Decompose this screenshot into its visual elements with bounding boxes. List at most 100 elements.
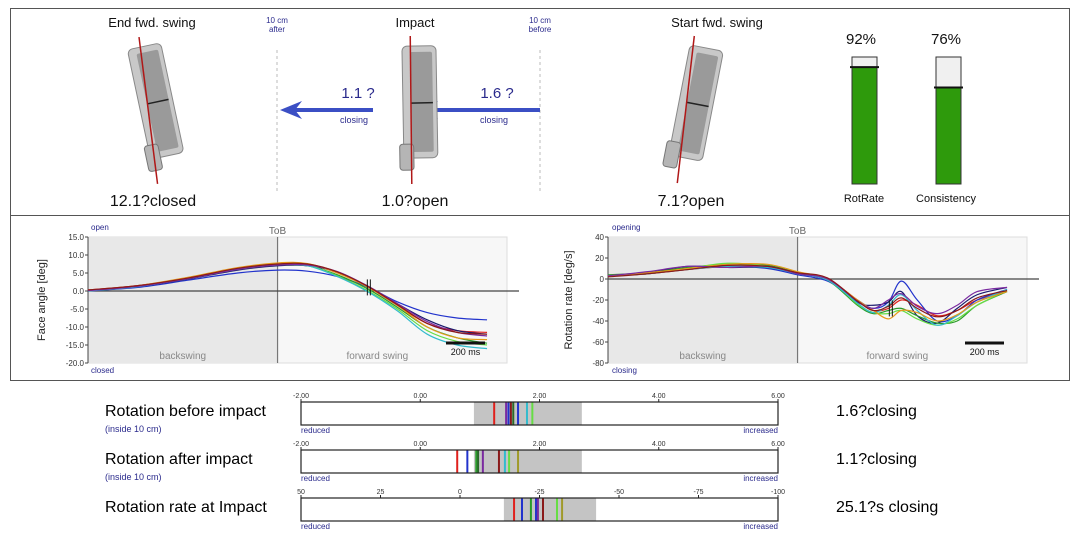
arrow-after-label: closing [339,115,369,125]
strip-right-note: increased [743,426,778,435]
series-line [87,269,488,321]
strip-tick-label: 2.00 [533,441,547,448]
marker-after-label: 10 cm after [266,16,288,34]
position-value-end: 12.1?closed [109,193,197,210]
y-tick-label: 5.0 [73,269,85,278]
y-tick-label: 10.0 [68,251,84,260]
strip-plot-2: 50 25 0 -25 -50 -75 -100 reduced increased [297,489,785,531]
strip-normal-band [473,450,582,473]
top-graphics [127,35,963,192]
position-title-impact: Impact [395,15,435,30]
marker-before-label: 10 cm before [528,16,552,34]
strip-right-note: increased [743,522,778,531]
strip-tick-label: 50 [297,489,305,496]
backswing-label: backswing [679,351,726,362]
strip-tick-label: 6.00 [771,441,785,448]
scale-bar-label: 200 ms [970,347,1000,357]
strip-tick-label: -50 [614,489,624,496]
y-tick-label: 0 [600,275,605,284]
y-tick-label: 20 [595,254,604,263]
arrow-before-value: 1.6 ? [480,85,514,102]
putter-head-icon [662,35,724,184]
line-chart-1: ToB 40 20 0 -20 -40 -60 -80 Rotation rate [deg/s… [563,223,1039,375]
y-tick-label: 15.0 [68,233,84,242]
score-label-consistency: Consistency [916,193,976,205]
tob-label: ToB [789,226,807,237]
tob-label: ToB [269,226,287,237]
y-tick-label: -5.0 [70,305,84,314]
y-tick-label: 40 [595,233,604,242]
y-tick-label: -60 [592,338,604,347]
backswing-label: backswing [159,351,206,362]
strip-left-note: reduced [301,522,330,531]
strip-tick-label: 0 [458,489,462,496]
strip-tick-label: 2.00 [533,393,547,400]
strip-result-after: 1.1?closing [836,451,917,468]
strip-tick-label: 0.00 [413,441,427,448]
score-bar-fill [935,86,962,185]
putter-head-icon [399,36,439,185]
top-note: open [91,223,109,232]
backswing-region [608,237,798,363]
strip-tick-label: -2.00 [293,393,309,400]
strip-sublabel-before: (inside 10 cm) [105,424,162,434]
line-chart-0: ToB 15.0 10.0 5.0 0.0 -5.0 -10.0 -15.0 -20.0 Face… [36,223,519,375]
y-tick-label: -20 [592,296,604,305]
strip-tick-label: -100 [771,489,785,496]
y-tick-label: -15.0 [66,341,85,350]
y-axis-label: Rotation rate [deg/s] [563,250,575,349]
strip-plot-1: -2.00 0.00 2.00 4.00 6.00 reduced increased [293,441,785,483]
bottom-note: closing [612,366,637,375]
putter-face [410,51,434,153]
score-label-rotrate: RotRate [843,193,885,205]
position-title-end: End fwd. swing [108,15,196,30]
putter-hosel [399,143,415,171]
face-reference-line [138,36,159,184]
putter-head-icon [127,36,184,184]
y-tick-label: -20.0 [66,359,85,368]
strip-tick-label: -2.00 [293,441,309,448]
strip-result-before: 1.6?closing [836,403,917,420]
strip-label-after: Rotation after impact [105,451,253,468]
strip-normal-band [503,498,597,521]
putter-sightline [686,101,709,108]
putter-face [136,49,179,152]
y-tick-label: -40 [592,317,604,326]
bottom-note: closed [91,366,114,375]
strip-tick-label: 4.00 [652,393,666,400]
strip-label-rate: Rotation rate at Impact [105,499,267,516]
y-tick-label: 0.0 [73,287,85,296]
strip-plot-0: -2.00 0.00 2.00 4.00 6.00 reduced increased [293,393,785,435]
backswing-region [88,237,278,363]
strip-result-rate: 25.1?s closing [836,499,939,516]
strip-tick-label: -75 [693,489,703,496]
putter-sightline [146,98,169,105]
forward-swing-label: forward swing [866,351,928,362]
top-note: opening [612,223,640,232]
forward-swing-label: forward swing [346,351,408,362]
score-bar-fill [851,66,878,185]
scale-bar-label: 200 ms [451,347,481,357]
y-axis-label: Face angle [deg] [36,259,48,341]
score-value-rotrate: 92% [845,31,877,48]
series-line [607,264,1008,318]
arrow-after-value: 1.1 ? [341,85,375,102]
strip-tick-label: 6.00 [771,393,785,400]
arrow-before-label: closing [479,115,509,125]
strip-left-note: reduced [301,474,330,483]
strip-tick-label: 4.00 [652,441,666,448]
y-tick-label: -10.0 [66,323,85,332]
strip-tick-label: 0.00 [413,393,427,400]
arrow-after-head-icon [280,101,302,119]
face-reference-line [676,35,696,184]
strip-tick-label: 25 [377,489,385,496]
position-value-start: 7.1?open [657,193,725,210]
position-title-start: Start fwd. swing [671,15,763,30]
score-value-consistency: 76% [930,31,962,48]
putter-hosel [662,140,682,169]
position-value-impact: 1.0?open [381,193,449,210]
strip-tick-label: -25 [534,489,544,496]
strip-sublabel-after: (inside 10 cm) [105,472,162,482]
strip-right-note: increased [743,474,778,483]
